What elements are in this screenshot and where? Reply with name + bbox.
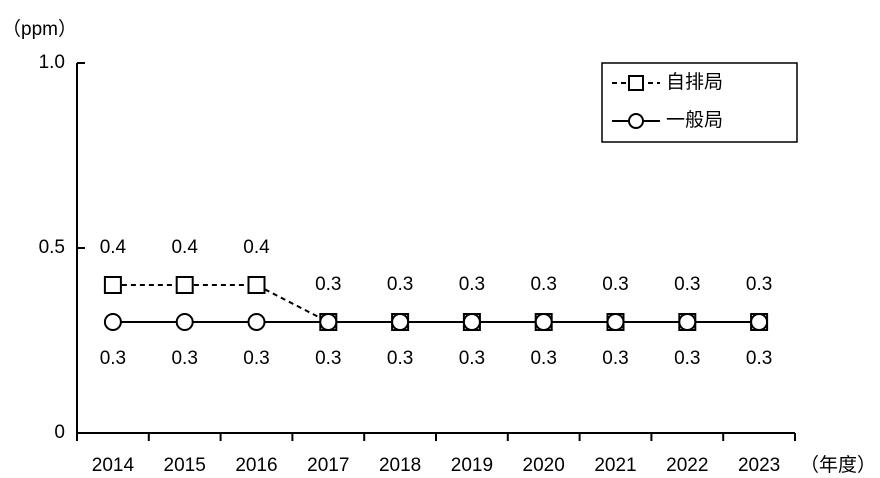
data-point: [103, 313, 122, 331]
y-tick-label: 0.5: [39, 237, 65, 258]
x-tick-label: 2015: [164, 455, 206, 476]
legend-marker: [628, 75, 644, 91]
data-point: [319, 313, 338, 331]
data-point: [391, 313, 410, 331]
x-tick-label: 2021: [594, 455, 636, 476]
series-line: [112, 284, 760, 323]
legend-marker: [628, 113, 644, 129]
x-tick-label: 2020: [523, 455, 565, 476]
x-tick-label: 2022: [666, 455, 708, 476]
data-label: 0.3: [602, 348, 628, 369]
data-label: 0.3: [171, 348, 197, 369]
data-label: 0.3: [674, 348, 700, 369]
x-tick-label: 2016: [235, 455, 277, 476]
data-label: 0.3: [387, 348, 413, 369]
data-label: 0.3: [530, 274, 556, 295]
data-label: 0.3: [746, 348, 772, 369]
data-point: [534, 313, 553, 331]
y-tick-label: 1.0: [39, 52, 65, 73]
data-point: [247, 313, 266, 331]
y-axis-label: （ppm）: [2, 18, 77, 40]
data-label: 0.3: [459, 348, 485, 369]
data-label: 0.3: [674, 274, 700, 295]
data-point: [750, 313, 769, 331]
data-label: 0.4: [243, 237, 270, 258]
data-label: 0.3: [530, 348, 556, 369]
data-point: [103, 276, 122, 294]
x-tick-label: 2017: [307, 455, 349, 476]
x-axis-label: （年度）: [800, 454, 876, 476]
data-point: [175, 276, 194, 294]
y-tick-label: 0: [54, 422, 65, 443]
data-label: 0.3: [315, 348, 341, 369]
data-label: 0.3: [746, 274, 772, 295]
data-point: [606, 313, 625, 331]
data-label: 0.3: [243, 348, 269, 369]
data-point: [175, 313, 194, 331]
data-label: 0.3: [459, 274, 485, 295]
x-tick-label: 2014: [92, 455, 135, 476]
legend-label: 一般局: [666, 109, 723, 131]
x-tick-label: 2018: [379, 455, 421, 476]
data-label: 0.3: [315, 274, 341, 295]
data-point: [678, 313, 697, 331]
data-label: 0.4: [171, 237, 198, 258]
data-point: [247, 276, 266, 294]
data-label: 0.4: [100, 237, 127, 258]
x-tick-label: 2019: [451, 455, 493, 476]
data-label: 0.3: [602, 274, 628, 295]
data-label: 0.3: [387, 274, 413, 295]
data-point: [462, 313, 481, 331]
legend-label: 自排局: [666, 71, 723, 93]
x-tick-label: 2023: [738, 455, 780, 476]
data-label: 0.3: [100, 348, 126, 369]
